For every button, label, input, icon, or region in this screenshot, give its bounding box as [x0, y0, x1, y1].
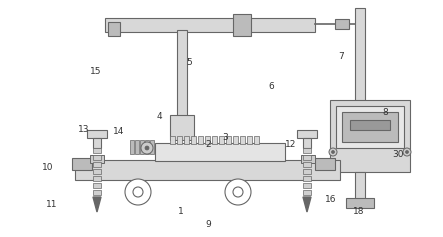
Bar	[315, 158, 335, 170]
Bar	[355, 8, 365, 103]
Circle shape	[125, 179, 151, 205]
Bar	[240, 136, 245, 144]
Bar	[226, 136, 231, 144]
Circle shape	[331, 150, 334, 154]
Bar	[177, 136, 182, 144]
Bar	[170, 136, 175, 144]
Bar	[145, 140, 149, 154]
Text: 14: 14	[113, 127, 124, 136]
Bar	[177, 30, 187, 135]
Bar	[233, 14, 251, 36]
Bar	[303, 176, 311, 181]
Bar	[330, 100, 410, 172]
Bar	[297, 130, 317, 138]
Bar	[93, 183, 101, 188]
Bar	[212, 136, 217, 144]
Text: 6: 6	[268, 82, 274, 91]
Text: 10: 10	[42, 163, 54, 172]
Bar	[93, 162, 101, 167]
Bar	[93, 176, 101, 181]
Circle shape	[403, 148, 411, 156]
Bar	[254, 136, 259, 144]
Text: 13: 13	[78, 125, 89, 134]
Text: 12: 12	[285, 140, 296, 149]
Circle shape	[329, 148, 337, 156]
Circle shape	[145, 146, 149, 150]
Bar	[198, 136, 203, 144]
Text: 1: 1	[178, 207, 184, 216]
Bar	[170, 115, 194, 140]
Text: 4: 4	[157, 112, 163, 121]
Circle shape	[141, 142, 153, 154]
Text: 16: 16	[325, 195, 337, 204]
Bar	[342, 112, 398, 142]
Text: 15: 15	[90, 67, 101, 76]
Bar	[303, 162, 311, 167]
Text: 18: 18	[353, 207, 365, 216]
Bar	[93, 190, 101, 195]
Bar	[233, 136, 238, 144]
Bar	[303, 190, 311, 195]
Text: 30: 30	[392, 150, 404, 159]
Bar	[303, 169, 311, 174]
Bar	[72, 158, 92, 170]
Polygon shape	[303, 197, 311, 212]
Text: 5: 5	[186, 58, 192, 67]
Bar	[303, 138, 311, 148]
Bar	[247, 136, 252, 144]
Bar	[93, 148, 101, 153]
Bar	[303, 148, 311, 153]
Bar	[303, 155, 311, 160]
Bar	[301, 155, 315, 163]
Bar	[140, 140, 144, 154]
Bar	[219, 136, 224, 144]
Text: 3: 3	[222, 133, 228, 142]
Bar	[130, 140, 134, 154]
Bar	[336, 106, 404, 148]
Circle shape	[405, 150, 408, 154]
Circle shape	[225, 179, 251, 205]
Bar	[184, 136, 189, 144]
Bar	[335, 19, 349, 29]
Bar	[303, 183, 311, 188]
Text: 9: 9	[205, 220, 211, 229]
Polygon shape	[93, 197, 101, 212]
Bar	[105, 18, 315, 32]
Text: 7: 7	[338, 52, 344, 61]
Bar	[90, 155, 104, 163]
Bar	[155, 143, 285, 161]
Bar	[350, 120, 390, 130]
Bar	[205, 136, 210, 144]
Bar	[346, 198, 374, 208]
Bar	[93, 155, 101, 160]
Bar	[135, 140, 139, 154]
Text: 11: 11	[46, 200, 58, 209]
Bar	[191, 136, 196, 144]
Bar	[355, 172, 365, 204]
Text: 2: 2	[205, 140, 210, 149]
Bar	[75, 160, 340, 180]
Bar	[93, 169, 101, 174]
Bar	[108, 22, 120, 36]
Bar	[87, 130, 107, 138]
Bar	[93, 138, 101, 148]
Text: 8: 8	[382, 108, 388, 117]
Bar	[150, 140, 154, 154]
